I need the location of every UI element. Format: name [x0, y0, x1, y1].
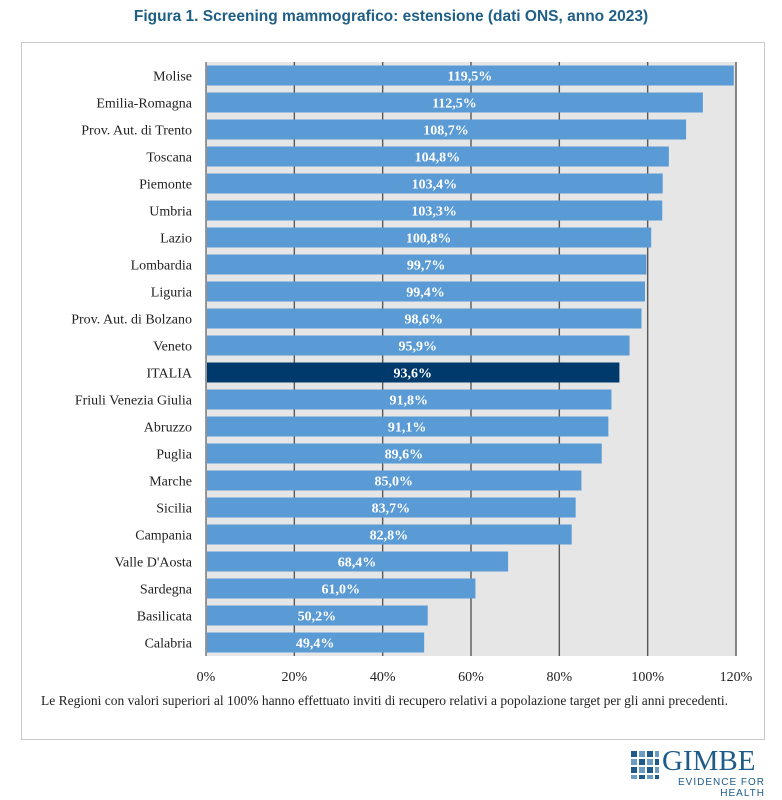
- data-label: 98,6%: [404, 313, 443, 328]
- data-label: 100,8%: [406, 232, 452, 247]
- category-label: Emilia-Romagna: [96, 97, 192, 112]
- category-label: Piemonte: [139, 178, 192, 193]
- category-label: Prov. Aut. di Bolzano: [71, 313, 192, 328]
- x-tick-label: 40%: [370, 670, 396, 685]
- category-label: Umbria: [149, 205, 193, 220]
- category-label: Prov. Aut. di Trento: [81, 124, 192, 139]
- data-label: 91,1%: [388, 421, 427, 436]
- bar: [207, 173, 663, 194]
- category-label: Basilicata: [137, 610, 193, 625]
- data-label: 103,3%: [411, 205, 457, 220]
- gimbe-logo: GIMBE EVIDENCE FOR HEALTH: [630, 745, 765, 799]
- x-tick-label: 60%: [458, 670, 484, 685]
- bar: [207, 443, 602, 464]
- data-label: 61,0%: [321, 583, 360, 598]
- bar: [207, 65, 734, 86]
- bar: [207, 416, 609, 437]
- bar: [207, 605, 428, 626]
- gimbe-mosaic-icon: [631, 751, 659, 779]
- data-label: 68,4%: [338, 556, 377, 571]
- category-label: Liguria: [151, 286, 193, 301]
- category-label: Sardegna: [140, 583, 193, 598]
- category-label: Molise: [153, 70, 192, 85]
- chart-title: Figura 1. Screening mammografico: estens…: [133, 8, 649, 25]
- category-label: Marche: [149, 475, 192, 490]
- bar: [207, 578, 476, 599]
- category-label: Lazio: [160, 232, 192, 247]
- bar: [207, 146, 669, 167]
- data-label: 89,6%: [385, 448, 424, 463]
- bar: [207, 497, 576, 518]
- category-label: Lombardia: [131, 259, 193, 274]
- bar: [207, 200, 663, 221]
- bar: [207, 551, 509, 572]
- data-label: 50,2%: [298, 610, 337, 625]
- category-label: Veneto: [153, 340, 192, 355]
- x-tick-label: 120%: [720, 670, 753, 685]
- logo-name: GIMBE: [662, 745, 756, 777]
- category-label: Calabria: [145, 637, 193, 652]
- x-tick-label: 20%: [281, 670, 307, 685]
- data-label: 49,4%: [296, 637, 335, 652]
- footnote: Le Regioni con valori superiori al 100% …: [41, 693, 729, 708]
- bar: [207, 281, 646, 302]
- data-label: 85,0%: [374, 475, 413, 490]
- category-labels: Molise Emilia-Romagna Prov. Aut. di Trento…: [71, 70, 193, 652]
- x-tick-labels: 0% 20% 40% 60% 80% 100% 120%: [197, 670, 753, 685]
- data-label: 99,4%: [406, 286, 445, 301]
- bar: [207, 524, 572, 545]
- bar: [207, 227, 652, 248]
- bar: [207, 470, 582, 491]
- category-label: Campania: [135, 529, 193, 544]
- data-label: 104,8%: [415, 151, 461, 166]
- bar: [207, 362, 620, 383]
- x-tick-label: 80%: [546, 670, 572, 685]
- category-label: ITALIA: [146, 367, 192, 382]
- data-label: 91,8%: [389, 394, 428, 409]
- bar: [207, 308, 642, 329]
- bar: [207, 254, 647, 275]
- category-label: Toscana: [146, 151, 192, 166]
- category-label: Valle D'Aosta: [114, 556, 192, 571]
- bar: [207, 632, 425, 653]
- data-label: 112,5%: [432, 97, 477, 112]
- data-label: 82,8%: [370, 529, 409, 544]
- bar: [207, 389, 612, 410]
- category-label: Abruzzo: [144, 421, 192, 436]
- category-label: Puglia: [156, 448, 193, 463]
- data-label: 108,7%: [423, 124, 469, 139]
- category-label: Sicilia: [156, 502, 193, 517]
- category-label: Friuli Venezia Giulia: [75, 394, 193, 409]
- data-label: 103,4%: [412, 178, 458, 193]
- bars: 119,5% 112,5% 108,7% 104,8% 103,4% 103,3% 100,…: [207, 65, 734, 653]
- data-label: 93,6%: [393, 367, 432, 382]
- data-label: 99,7%: [407, 259, 446, 274]
- data-label: 83,7%: [372, 502, 411, 517]
- data-label: 95,9%: [399, 340, 438, 355]
- bar: [207, 92, 703, 113]
- bar: [207, 119, 687, 140]
- bar: [207, 335, 630, 356]
- logo-tagline: EVIDENCE FOR HEALTH: [677, 777, 765, 799]
- x-tick-label: 0%: [197, 670, 216, 685]
- data-label: 119,5%: [448, 70, 493, 85]
- x-tick-label: 100%: [631, 670, 664, 685]
